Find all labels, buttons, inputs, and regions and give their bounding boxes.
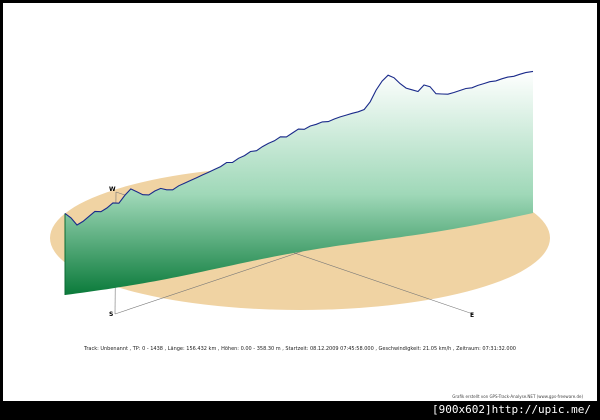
chart-canvas: W S E Track: Unbenannt , TP: 0 - 1438 , …: [3, 3, 597, 401]
axis-line-s-center: [114, 250, 304, 315]
credit-text: Grafik erstellt von GPS-Track-Analyse.NE…: [452, 394, 583, 399]
compass-label-s: S: [109, 311, 113, 318]
profile-wall-fill: [65, 71, 533, 296]
bottom-bar: [900x602]http://upic.me/: [3, 401, 597, 418]
compass-label-w: W: [109, 186, 116, 193]
track-info-text: Track: Unbenannt , TP: 0 - 1438 , Länge:…: [84, 346, 516, 352]
profile-wall: [64, 71, 533, 296]
compass-label-e: E: [470, 312, 474, 319]
watermark-text: [900x602]http://upic.me/: [432, 403, 591, 416]
elevation-profile-line: [64, 70, 534, 226]
elevation-chart: W S E: [50, 70, 550, 319]
